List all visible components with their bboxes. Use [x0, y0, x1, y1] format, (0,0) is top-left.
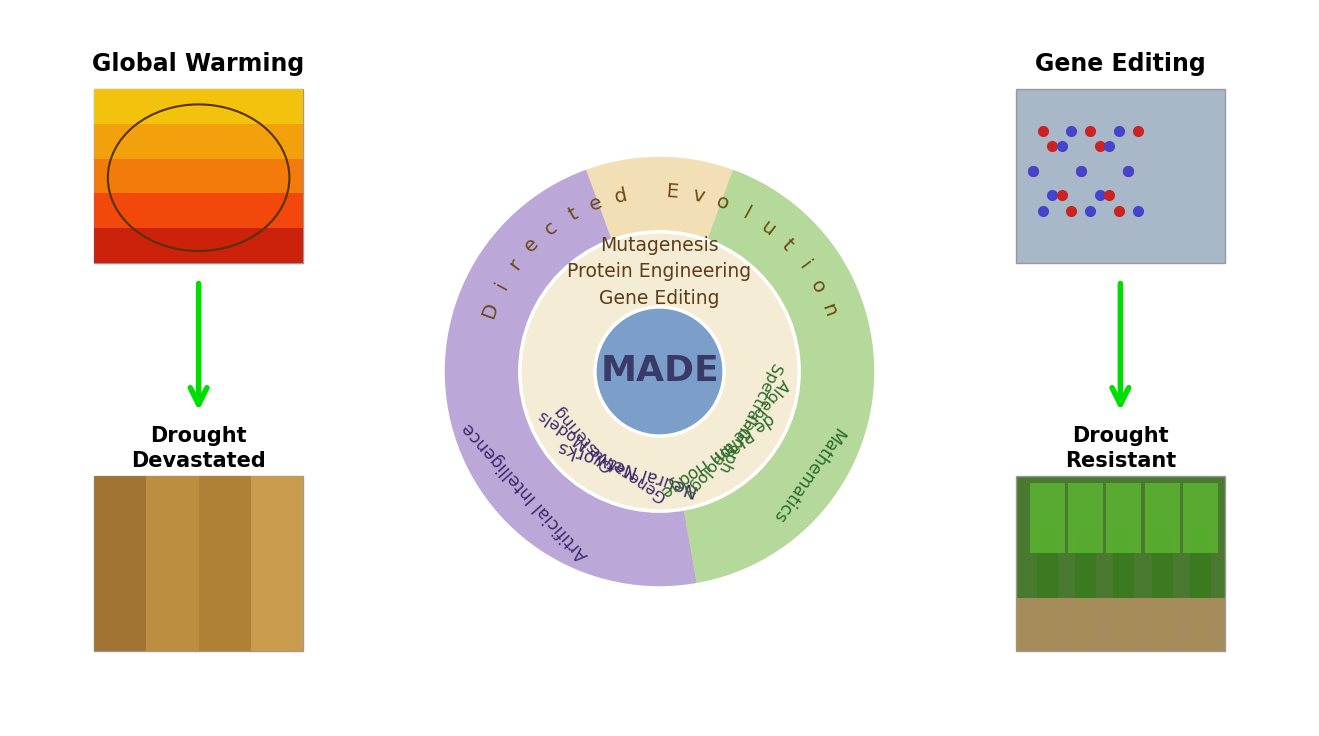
Bar — [1075, 528, 1096, 651]
Bar — [94, 194, 303, 228]
Bar — [1037, 528, 1058, 651]
Text: n: n — [818, 301, 840, 319]
Bar — [94, 158, 303, 194]
Text: Gene Editing: Gene Editing — [599, 289, 720, 308]
Text: u: u — [757, 216, 778, 239]
Bar — [1068, 484, 1103, 553]
Text: Generative Models: Generative Models — [537, 407, 670, 504]
Bar — [94, 124, 303, 158]
Text: i: i — [795, 257, 814, 272]
Bar — [1190, 528, 1211, 651]
Text: Global Warming: Global Warming — [92, 52, 305, 77]
Text: MADE: MADE — [600, 355, 719, 389]
Bar — [1151, 528, 1173, 651]
Wedge shape — [443, 168, 696, 588]
Text: e: e — [521, 234, 543, 256]
Bar — [1183, 484, 1219, 553]
Bar — [94, 88, 303, 124]
Bar — [1145, 484, 1179, 553]
Wedge shape — [660, 240, 799, 509]
Text: Artificial Intelligence: Artificial Intelligence — [459, 420, 592, 565]
Text: c: c — [541, 217, 562, 239]
Text: Drought
Resistant: Drought Resistant — [1064, 426, 1177, 471]
Text: r: r — [505, 255, 525, 274]
Text: Protein Engineering: Protein Engineering — [567, 263, 752, 281]
Text: Gene Editing: Gene Editing — [1035, 52, 1206, 77]
Wedge shape — [612, 232, 707, 372]
Text: Algebraic Topology: Algebraic Topology — [681, 376, 791, 500]
Bar — [1113, 528, 1134, 651]
Text: Spectral Graph: Spectral Graph — [716, 360, 783, 475]
Circle shape — [520, 232, 799, 512]
Circle shape — [595, 307, 724, 436]
Text: t: t — [565, 204, 580, 224]
Bar — [94, 476, 146, 651]
Text: de Rham Hodge: de Rham Hodge — [658, 408, 777, 500]
Text: Neural Networks: Neural Networks — [557, 436, 700, 499]
Text: e: e — [587, 192, 605, 214]
Bar — [199, 476, 251, 651]
Text: E: E — [665, 183, 679, 202]
Wedge shape — [660, 372, 683, 509]
Bar — [94, 476, 303, 651]
Bar — [251, 476, 303, 651]
Wedge shape — [660, 168, 876, 584]
Circle shape — [520, 232, 799, 512]
Wedge shape — [520, 240, 683, 511]
Text: v: v — [690, 185, 706, 206]
Bar — [1016, 598, 1225, 651]
Text: o: o — [807, 277, 830, 297]
Bar — [1016, 476, 1225, 651]
Text: d: d — [613, 185, 629, 207]
Bar — [94, 228, 303, 263]
Text: Mutagenesis: Mutagenesis — [600, 236, 719, 255]
Bar — [1016, 88, 1225, 263]
Text: Drought
Devastated: Drought Devastated — [132, 426, 266, 471]
Bar — [1107, 484, 1141, 553]
Text: i: i — [492, 280, 510, 294]
Text: t: t — [778, 236, 797, 255]
Wedge shape — [443, 155, 876, 588]
Bar — [1030, 484, 1064, 553]
Text: Clustering: Clustering — [550, 402, 616, 474]
Text: D: D — [479, 300, 503, 321]
Text: l: l — [739, 205, 753, 224]
Text: o: o — [714, 192, 732, 214]
Bar — [94, 88, 303, 263]
Bar — [146, 476, 199, 651]
Text: Mathematics: Mathematics — [768, 423, 847, 526]
